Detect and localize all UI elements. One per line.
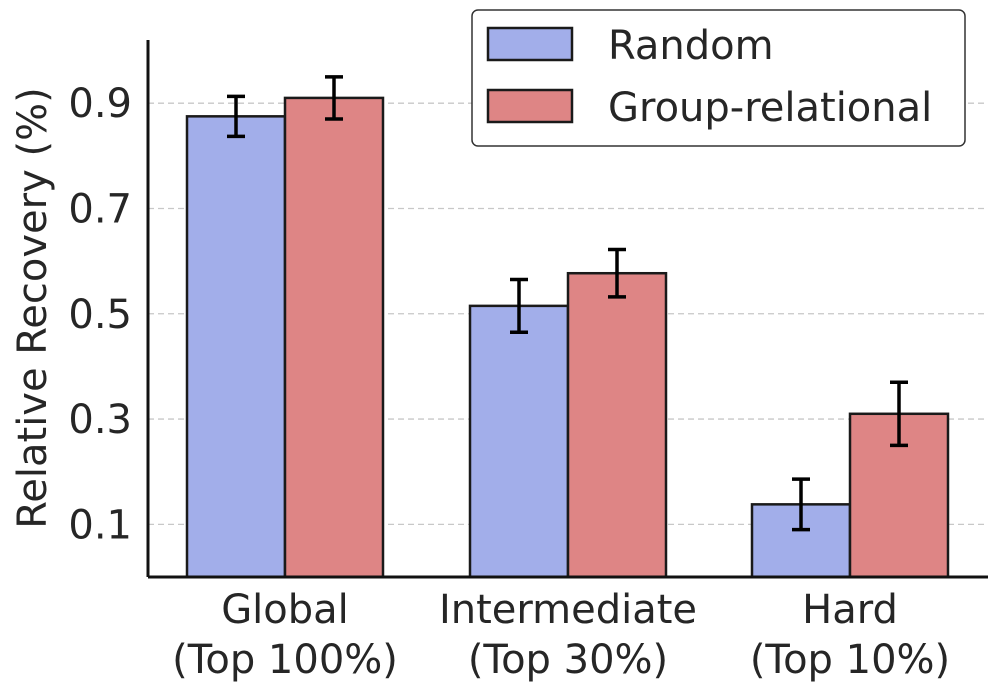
y-tick-label: 0.9 — [68, 81, 132, 127]
legend-label-random: Random — [608, 23, 774, 69]
error-bar — [510, 277, 528, 334]
error-bars — [227, 75, 908, 532]
x-tick-label: Hard — [802, 587, 898, 633]
x-tick-label: (Top 100%) — [172, 637, 398, 683]
x-tick-labels: Global(Top 100%) Intermediate(Top 30%) Har… — [172, 587, 950, 683]
error-bar — [890, 380, 908, 448]
bar-random-0 — [185, 115, 287, 579]
bar-group-relational-1 — [566, 271, 668, 579]
x-tick-label: Intermediate — [439, 587, 697, 633]
bars — [185, 96, 950, 579]
legend-label-group-relational: Group-relational — [608, 85, 932, 131]
y-tick-label: 0.3 — [68, 397, 132, 443]
error-bar — [608, 247, 626, 299]
x-tick-label: Global — [221, 587, 349, 633]
axes — [146, 40, 988, 579]
legend-swatch-group-relational — [486, 88, 574, 124]
error-bar — [227, 94, 245, 139]
legend-swatch-random — [486, 26, 574, 62]
y-tick-labels: 0.1 0.3 0.5 0.7 0.9 — [68, 81, 132, 548]
y-tick-label: 0.5 — [68, 292, 132, 338]
y-axis-title: Relative Recovery (%) — [10, 87, 56, 528]
x-tick-label: (Top 10%) — [750, 637, 950, 683]
y-tick-label: 0.1 — [68, 502, 132, 548]
x-tick-label: (Top 30%) — [468, 637, 668, 683]
y-tick-label: 0.7 — [68, 186, 132, 232]
legend-frame — [471, 9, 966, 147]
legend: Random Group-relational — [471, 9, 966, 147]
error-bar — [325, 75, 343, 121]
bar-random-1 — [468, 304, 570, 579]
error-bar — [792, 477, 810, 532]
bar-group-relational-0 — [283, 96, 385, 579]
